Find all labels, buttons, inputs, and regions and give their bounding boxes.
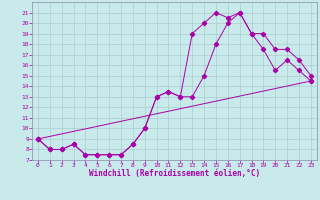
X-axis label: Windchill (Refroidissement éolien,°C): Windchill (Refroidissement éolien,°C) <box>89 169 260 178</box>
